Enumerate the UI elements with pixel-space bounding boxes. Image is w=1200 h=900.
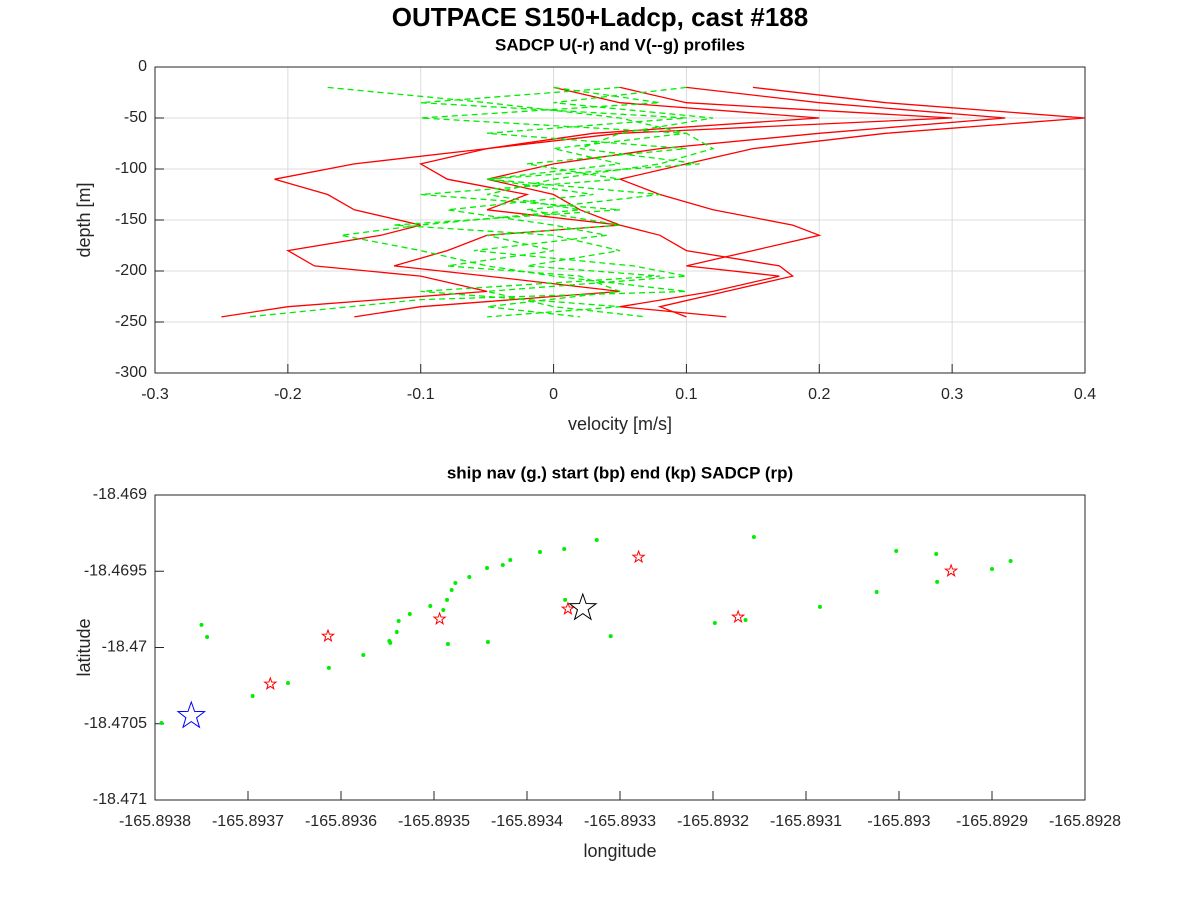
subplot-title: SADCP U(-r) and V(--g) profiles bbox=[495, 35, 745, 54]
star-marker bbox=[730, 609, 746, 624]
y-tick-label: -50 bbox=[124, 109, 147, 126]
nav-point bbox=[712, 620, 717, 625]
x-tick-label: -165.8928 bbox=[1049, 813, 1121, 830]
y-tick-label: -250 bbox=[115, 313, 147, 330]
subplot-title: ship nav (g.) start (bp) end (kp) SADCP … bbox=[447, 463, 793, 482]
nav-point bbox=[817, 604, 822, 609]
y-tick-label: 0 bbox=[138, 58, 147, 75]
x-tick-label: -0.2 bbox=[274, 386, 302, 403]
nav-point bbox=[1008, 559, 1013, 564]
star-marker bbox=[560, 601, 576, 616]
y-tick-label: -18.4695 bbox=[84, 562, 147, 579]
star-marker bbox=[176, 700, 207, 729]
y-tick-label: -300 bbox=[115, 364, 147, 381]
x-tick-label: -165.8929 bbox=[956, 813, 1028, 830]
nav-point bbox=[199, 622, 204, 627]
nav-point bbox=[500, 562, 505, 567]
nav-point bbox=[453, 580, 458, 585]
x-tick-label: -165.8934 bbox=[491, 813, 563, 830]
plot-area bbox=[155, 495, 1085, 800]
nav-point bbox=[874, 589, 879, 594]
nav-point bbox=[285, 681, 290, 686]
nav-point bbox=[428, 604, 433, 609]
figure-title: OUTPACE S150+Ladcp, cast #188 bbox=[392, 2, 808, 32]
profile-line bbox=[617, 86, 1086, 318]
nav-point bbox=[508, 557, 513, 562]
nav-point bbox=[563, 597, 568, 602]
nav-point bbox=[990, 566, 994, 571]
nav-point bbox=[467, 575, 472, 580]
profile-line bbox=[420, 86, 687, 318]
nav-point bbox=[326, 665, 331, 670]
nav-point bbox=[441, 607, 446, 612]
nav-point bbox=[562, 546, 567, 551]
x-axis-label: velocity [m/s] bbox=[568, 414, 672, 434]
nav-point bbox=[407, 611, 412, 616]
x-tick-label: -165.8936 bbox=[305, 813, 377, 830]
x-tick-label: -0.1 bbox=[407, 386, 435, 403]
nav-point bbox=[594, 537, 599, 542]
profile-line bbox=[221, 86, 953, 318]
nav-point bbox=[159, 720, 164, 725]
x-tick-label: -165.8933 bbox=[584, 813, 656, 830]
y-tick-label: -18.47 bbox=[102, 639, 147, 656]
y-tick-label: -18.4705 bbox=[84, 715, 147, 732]
nav-point bbox=[894, 548, 899, 553]
axes-box bbox=[154, 494, 1086, 801]
nav-point bbox=[445, 641, 450, 646]
y-tick-label: -200 bbox=[115, 262, 147, 279]
y-tick-label: -18.471 bbox=[93, 791, 147, 808]
star-marker bbox=[631, 549, 646, 564]
nav-point bbox=[751, 534, 756, 539]
x-tick-label: -165.8935 bbox=[398, 813, 470, 830]
profile-line bbox=[354, 86, 820, 318]
profile-line bbox=[394, 86, 687, 318]
y-tick-label: -150 bbox=[115, 211, 147, 228]
nav-point bbox=[205, 634, 210, 639]
nav-point bbox=[608, 634, 613, 639]
y-tick-label: -18.469 bbox=[93, 486, 147, 503]
nav-point bbox=[449, 588, 454, 593]
x-tick-label: -165.8931 bbox=[770, 813, 842, 830]
star-marker bbox=[568, 592, 598, 621]
y-axis-label: depth [m] bbox=[74, 182, 94, 257]
nav-point bbox=[250, 693, 255, 698]
nav-point bbox=[485, 566, 490, 571]
nav-point bbox=[934, 552, 939, 557]
star-marker bbox=[320, 628, 336, 643]
nav-point bbox=[538, 550, 543, 555]
x-tick-label: 0.2 bbox=[808, 386, 830, 403]
x-tick-label: 0 bbox=[549, 386, 558, 403]
x-axis-label: longitude bbox=[583, 841, 656, 861]
nav-point bbox=[485, 640, 490, 645]
nav-point bbox=[387, 638, 392, 643]
nav-point bbox=[396, 618, 401, 623]
x-tick-label: 0.1 bbox=[675, 386, 697, 403]
star-marker bbox=[432, 611, 447, 626]
x-tick-label: 0.3 bbox=[941, 386, 963, 403]
y-axis-label: latitude bbox=[74, 618, 94, 676]
star-marker bbox=[943, 563, 959, 578]
x-tick-label: -165.8932 bbox=[677, 813, 749, 830]
nav-point bbox=[361, 652, 366, 657]
nav-point bbox=[445, 597, 450, 602]
profile-line bbox=[486, 86, 1006, 318]
x-tick-label: -165.893 bbox=[867, 813, 930, 830]
x-tick-label: -165.8937 bbox=[212, 813, 284, 830]
profile-line bbox=[447, 86, 714, 318]
axes-box bbox=[154, 66, 1086, 374]
x-tick-label: 0.4 bbox=[1074, 386, 1096, 403]
nav-point bbox=[935, 579, 940, 584]
y-tick-label: -100 bbox=[115, 160, 147, 177]
star-marker bbox=[263, 676, 278, 691]
nav-point bbox=[743, 618, 748, 623]
x-tick-label: -0.3 bbox=[141, 386, 169, 403]
nav-point bbox=[394, 629, 399, 634]
x-tick-label: -165.8938 bbox=[119, 813, 191, 830]
